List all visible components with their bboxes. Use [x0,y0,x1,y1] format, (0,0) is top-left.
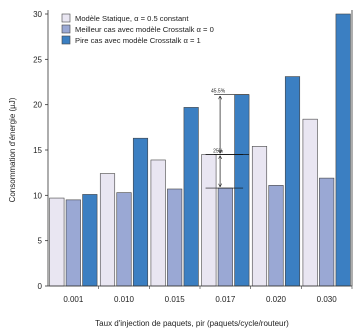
bar-2-0_017 [217,187,233,287]
bar-3-0_030 [335,13,351,287]
bar-2-0_020 [268,185,284,287]
bar-2-0_015 [167,188,183,287]
bar-2-0_001 [65,199,81,287]
bar-1-0_010 [99,173,116,287]
legend-swatch [61,35,71,45]
bar-3-0_001 [82,194,98,287]
bar-2-0_010 [116,192,132,287]
x-axis-label: Taux d'injection de paquets, pir (paquet… [95,319,289,328]
legend-label: Pire cas avec modèle Crosstalk α = 1 [75,36,201,45]
bar-3-0_017 [234,94,250,287]
bar-1-0_001 [49,197,65,287]
x-tick-label: 0.020 [266,295,287,304]
legend-label: Modèle Statique, α = 0.5 constant [75,14,189,23]
x-tick-label: 0.030 [317,295,338,304]
legend-label: Meilleur cas avec modèle Crosstalk α = 0 [75,25,214,34]
bar-3-0_015 [183,107,199,287]
y-tick-label: 10 [33,191,42,200]
legend-swatch [61,13,71,23]
bar-1-0_015 [150,159,166,287]
plot-area: 45.5% 25% [49,13,351,287]
x-tick-label: 0.015 [165,295,186,304]
y-tick-label: 25 [33,55,42,64]
x-tick-label: 0.017 [215,295,236,304]
bar-1-0_017 [201,154,217,287]
legend: Modèle Statique, α = 0.5 constant Meilleu… [61,13,214,45]
bar-1-0_020 [251,146,268,287]
y-tick-label: 5 [38,237,43,246]
x-tick-label: 0.010 [114,295,135,304]
bar-2-0_030 [319,177,335,287]
y-tick-label: 0 [38,282,43,291]
axes: 0 5 10 15 20 25 30 0.001 0.010 0.015 0.017 0.020 0.0… [33,10,353,304]
annotation-label: 25% [213,149,224,155]
y-axis-label: Consommation d'énergie (µJ) [8,97,17,202]
bar-3-0_010 [132,137,149,287]
y-tick-label: 15 [33,146,42,155]
legend-swatch [61,24,71,34]
bar-3-0_020 [284,76,301,287]
x-tick-label: 0.001 [63,295,84,304]
y-tick-label: 30 [33,10,42,19]
annotation-label: 45.5% [211,89,226,95]
y-tick-label: 20 [33,101,42,110]
bar-1-0_030 [302,118,318,287]
